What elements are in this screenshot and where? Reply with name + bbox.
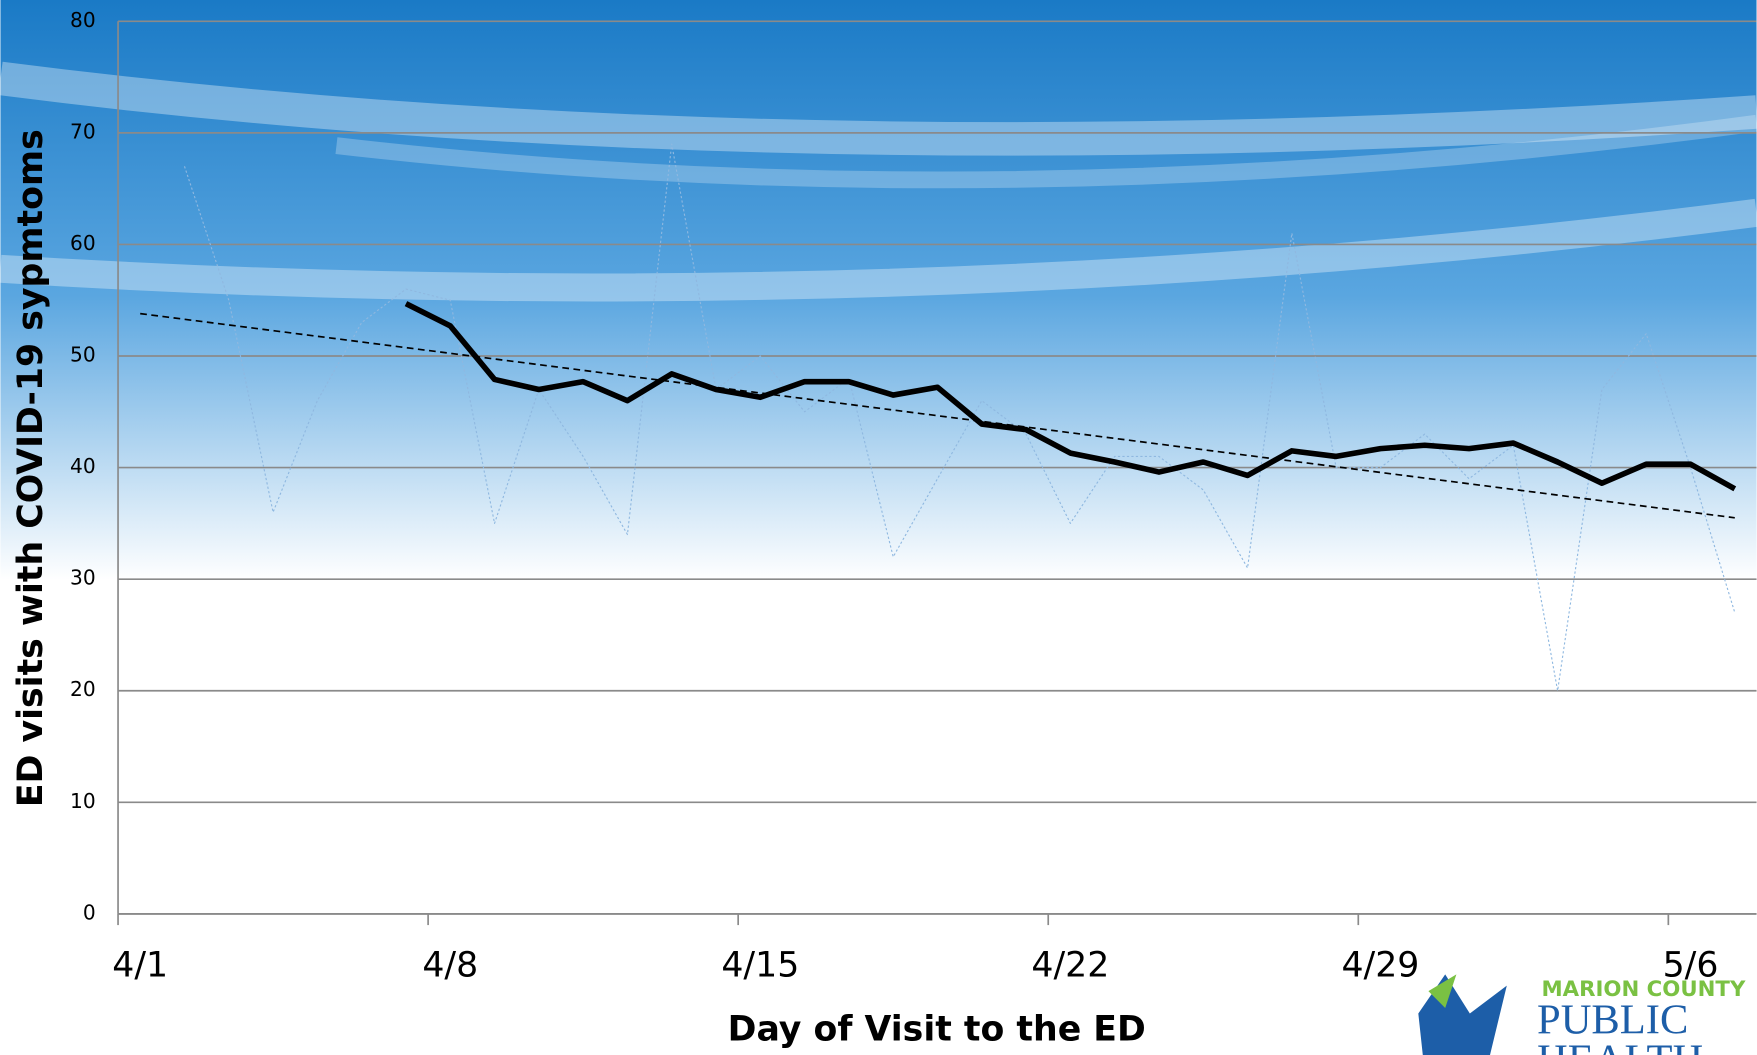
y-tick-label: 0: [83, 900, 96, 924]
y-tick-label: 40: [70, 454, 96, 478]
x-tick-label: 4/1: [112, 946, 168, 986]
logo-text: PUBLIC: [1537, 996, 1688, 1043]
x-axis-title: Day of Visit to the ED: [728, 1009, 1146, 1049]
y-tick-label: 80: [70, 8, 96, 32]
background-swoosh: [0, 61, 1757, 156]
logo: MARION COUNTY PUBLIC HEALTH: [1418, 974, 1746, 1055]
y-tick-label: 70: [70, 119, 96, 143]
y-tick-label: 30: [70, 566, 96, 590]
x-tick-label: 4/8: [422, 946, 478, 986]
y-tick-label: 50: [70, 343, 96, 367]
y-axis-title: ED visits with COVID-19 sypmtoms: [11, 129, 51, 807]
logo-text: HEALTH: [1537, 1037, 1703, 1055]
y-tick-label: 10: [70, 789, 96, 813]
background-swoosh: [335, 114, 1757, 189]
y-tick-label: 20: [70, 677, 96, 701]
x-tick-label: 4/22: [1031, 946, 1109, 986]
series-line: [404, 301, 1737, 492]
x-tick-label: 4/15: [721, 946, 799, 986]
x-tick-label: 4/29: [1341, 946, 1419, 986]
background-swoosh: [0, 198, 1757, 302]
logo-icon: [1428, 974, 1457, 1008]
x-tick-label: 5/6: [1663, 946, 1719, 986]
logo-text: MARION COUNTY: [1542, 977, 1746, 1002]
y-tick-label: 60: [70, 231, 96, 255]
